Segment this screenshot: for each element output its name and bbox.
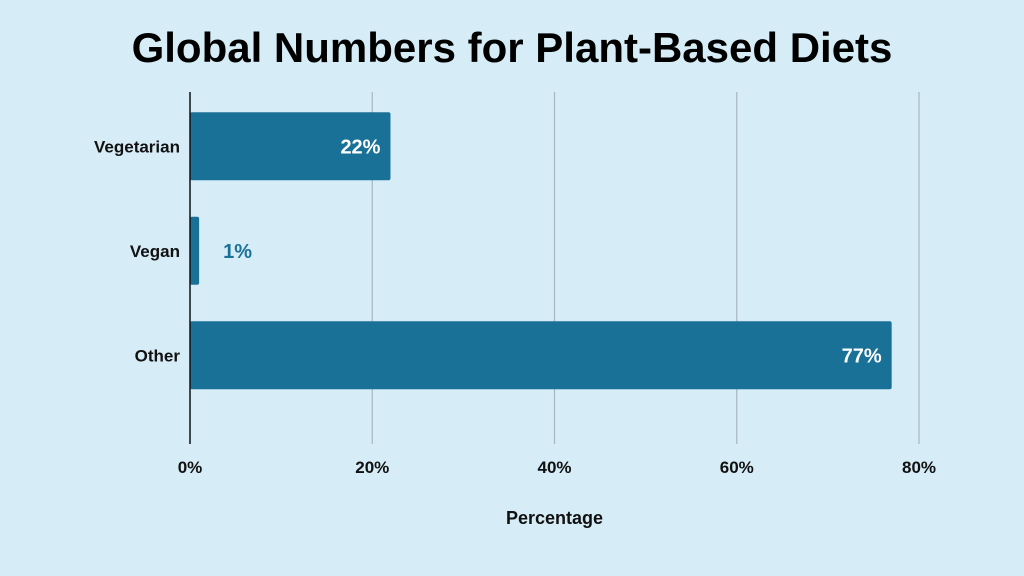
bar-vegetarian [190,112,391,181]
x-tick-label-40: 40% [537,458,571,477]
category-label-vegan: Vegan [130,242,180,261]
labels: Vegetarian 22% Vegan 1% Other 77% 0% 20% 40% 60% 8… [94,136,936,528]
chart-title: Global Numbers for Plant-Based Diets [131,24,893,71]
bars [190,112,892,390]
data-label-vegan: 1% [223,241,252,263]
x-tick-label-60: 60% [720,458,754,477]
x-tick-label-80: 80% [902,458,936,477]
category-label-vegetarian: Vegetarian [94,137,180,156]
gridlines [371,92,920,444]
bar-other [190,321,892,390]
data-label-vegetarian: 22% [340,136,380,158]
data-label-other: 77% [842,345,882,367]
x-tick-label-20: 20% [355,458,389,477]
category-label-other: Other [135,346,181,365]
bar-vegan [190,216,200,285]
x-axis-title: Percentage [506,508,603,528]
x-tick-label-0: 0% [178,458,203,477]
